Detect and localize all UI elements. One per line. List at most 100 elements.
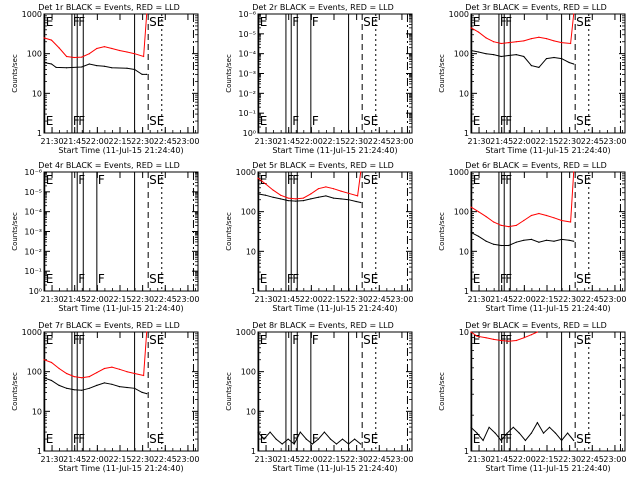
events-point (518, 432, 520, 434)
lld-point (66, 55, 68, 58)
x-tick-label: 23:00 (603, 455, 626, 464)
y-tick-label: 100 (27, 50, 42, 59)
events-point (548, 426, 551, 428)
x-tick-label: 23:00 (176, 137, 199, 146)
events-point (66, 67, 68, 69)
lld-point (538, 36, 540, 38)
lld-point (470, 27, 472, 29)
y-tick-label: 10⁻¹ (238, 109, 256, 118)
events-point (506, 432, 508, 434)
events-point (103, 382, 105, 384)
x-tick-label: 21:45 (490, 455, 513, 464)
x-tick-label: 22:45 (581, 455, 604, 464)
events-point (485, 240, 487, 242)
x-tick-label: 21:45 (63, 455, 86, 464)
lld-point (295, 198, 297, 200)
events-point (263, 438, 265, 440)
event-marker-label: SE (363, 432, 378, 446)
y-axis-label: Counts/sec (11, 54, 19, 93)
events-point (340, 198, 342, 200)
x-tick-label: 22:45 (581, 295, 604, 304)
events-point (542, 432, 545, 434)
event-marker-label: F (78, 15, 85, 29)
lld-point (523, 219, 525, 222)
x-tick-label: 21:45 (490, 137, 513, 146)
y-axis-label: Counts/sec (11, 212, 19, 251)
event-marker-label: SE (149, 15, 164, 29)
x-tick-label: 22:15 (322, 137, 345, 146)
events-point (311, 443, 313, 445)
x-tick-label: 22:00 (513, 295, 536, 304)
lld-point (287, 197, 289, 199)
lld-point (81, 56, 83, 58)
y-tick-label: 10 (246, 247, 256, 256)
y-tick-label: 10⁻³ (238, 70, 256, 79)
events-point (536, 422, 539, 424)
events-point (305, 438, 307, 440)
x-tick-label: 22:00 (300, 137, 323, 146)
lld-point (570, 221, 572, 223)
x-tick-label: 23:00 (390, 455, 413, 464)
events-point (500, 244, 502, 247)
events-point (88, 387, 90, 389)
panel-2: Det 2r BLACK = Events, RED = LLD 10⁰ 10⁻¹ 1… (225, 3, 413, 155)
lld-point (58, 47, 60, 49)
events-point (568, 239, 570, 241)
lld-point (523, 40, 525, 42)
y-tick-label: 1000 (236, 168, 256, 177)
lld-point (96, 372, 98, 374)
events-point (111, 67, 113, 69)
event-marker-label: F (500, 333, 507, 347)
y-tick-label: 1 (464, 129, 469, 138)
y-tick-label: 1000 (236, 328, 256, 337)
x-tick-label: 23:00 (603, 295, 626, 304)
y-axis-label: Counts/sec (11, 372, 19, 411)
event-marker-label: F (505, 15, 512, 29)
events-point (493, 243, 495, 245)
lld-point (477, 211, 480, 213)
events-point (317, 196, 319, 198)
y-tick-label: 1 (251, 447, 256, 456)
events-point (493, 54, 495, 56)
y-tick-label: 100 (27, 368, 42, 377)
event-marker-label: F (78, 333, 85, 347)
lld-point (126, 371, 128, 373)
event-marker-label: F (287, 173, 294, 187)
event-marker-label: F (505, 114, 512, 128)
panel-title: Det 6r BLACK = Events, RED = LLD (465, 161, 607, 170)
lld-point (272, 189, 274, 191)
lld-point (573, 171, 575, 173)
lld-point (530, 214, 533, 217)
event-marker-label: F (78, 272, 85, 286)
y-axis-label: Counts/sec (225, 372, 233, 411)
events-series-line (257, 431, 362, 445)
x-tick-label: 21:45 (490, 295, 513, 304)
x-tick-label: 23:00 (176, 295, 199, 304)
events-point (50, 379, 53, 382)
events-point (134, 387, 136, 389)
y-tick-label: 10 (459, 89, 469, 98)
events-point (561, 238, 563, 240)
events-point (126, 386, 128, 389)
events-point (476, 432, 478, 434)
event-marker-label: E (473, 173, 481, 187)
events-point (111, 383, 113, 385)
panel-title: Det 5r BLACK = Events, RED = LLD (252, 161, 394, 170)
event-marker-label: SE (149, 432, 164, 446)
lld-point (103, 367, 105, 370)
y-tick-label: 10⁻⁶ (24, 168, 42, 177)
lld-point (348, 192, 350, 194)
lld-point (118, 49, 121, 52)
events-point (96, 65, 98, 67)
y-tick-label: 100 (241, 208, 256, 217)
panel-4: Det 4r BLACK = Events, RED = LLD 10⁰ 10⁻¹ 1… (11, 161, 199, 313)
x-tick-label: 22:15 (108, 455, 131, 464)
y-axis-label: Counts/sec (438, 372, 446, 411)
events-point (310, 198, 312, 200)
events-series-line (470, 421, 575, 442)
x-tick-label: 22:45 (581, 137, 604, 146)
events-point (43, 377, 45, 379)
plot-frame (257, 171, 413, 292)
x-tick-label: 22:00 (300, 295, 323, 304)
lld-point (570, 42, 572, 45)
